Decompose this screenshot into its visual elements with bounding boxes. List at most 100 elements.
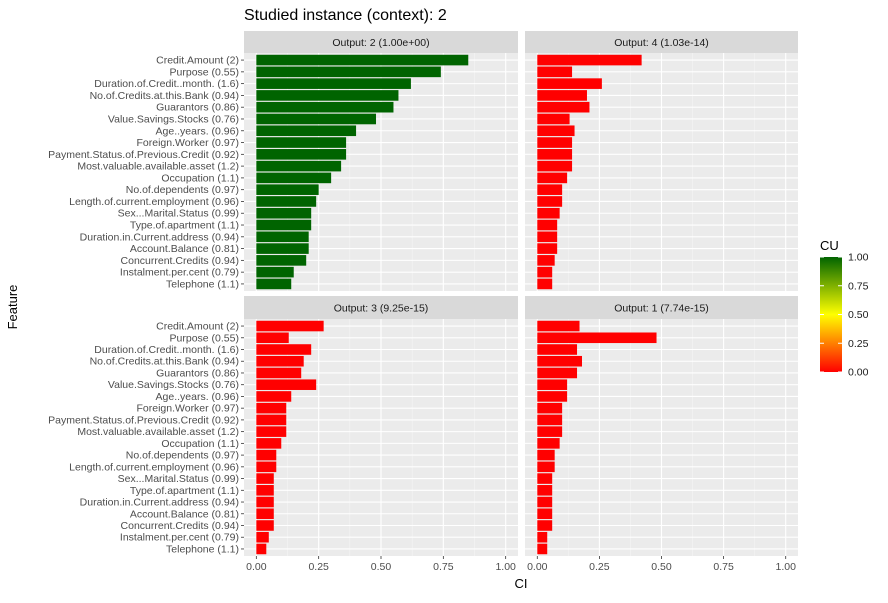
bar	[256, 243, 309, 254]
bar	[537, 391, 568, 402]
bar	[256, 391, 292, 402]
y-tick-label: Duration.of.Credit..month. (1.6)	[94, 344, 239, 356]
y-tick-label: Occupation (1.1)	[161, 438, 239, 450]
bar	[537, 402, 563, 414]
x-tick-label: 0.50	[371, 561, 392, 573]
bar	[256, 426, 287, 437]
panel-strip-label: Output: 3 (9.25e-15)	[334, 303, 429, 315]
y-tick-label: No.of.dependents (0.97)	[126, 450, 239, 462]
bar	[256, 219, 312, 231]
y-tick-label: Foreign.Worker (0.97)	[136, 403, 239, 415]
bar	[537, 137, 573, 148]
bar	[256, 344, 312, 355]
bar	[256, 196, 317, 207]
bar	[537, 531, 548, 543]
y-tick-label: Concurrent.Credits (0.94)	[121, 520, 239, 532]
bar	[256, 137, 347, 148]
panel-strip	[525, 296, 798, 319]
bar	[537, 379, 568, 390]
bar	[537, 266, 553, 278]
bar	[537, 520, 553, 531]
bar	[256, 543, 267, 555]
bar	[256, 184, 319, 195]
bar	[537, 508, 553, 520]
bar	[537, 426, 563, 437]
y-tick-label: Telephone (1.1)	[166, 278, 239, 290]
bar	[537, 255, 555, 266]
y-tick-label: Purpose (0.55)	[170, 332, 239, 344]
bar	[537, 332, 657, 344]
y-tick-label: Instalment.per.cent (0.79)	[120, 532, 239, 544]
x-tick-label: 0.75	[433, 561, 454, 573]
y-tick-label: Duration.of.Credit..month. (1.6)	[94, 78, 239, 90]
y-tick-label: Credit.Amount (2)	[156, 55, 239, 67]
y-tick-label: Age..years. (0.96)	[156, 125, 239, 137]
y-tick-label: Payment.Status.of.Previous.Credit (0.92)	[48, 149, 239, 161]
bar	[537, 54, 642, 66]
panel-strip-label: Output: 2 (1.00e+00)	[332, 37, 429, 49]
panel-4: Output: 1 (7.74e-15) 0.00 0.25 0.50 0.75 1.00	[525, 296, 798, 573]
bar	[256, 531, 269, 543]
y-tick-label: Sex...Marital.Status (0.99)	[118, 473, 239, 485]
bar	[256, 101, 394, 113]
bar	[537, 172, 568, 184]
bar	[256, 367, 302, 379]
bar	[256, 438, 282, 449]
bar	[256, 231, 309, 243]
legend-tick-label: 0.25	[848, 338, 869, 350]
bar	[537, 414, 563, 426]
bar	[537, 90, 587, 101]
panel-strip	[244, 31, 518, 53]
y-axis-label: Feature	[5, 285, 20, 330]
bar	[256, 78, 411, 89]
x-tick-label: 0.50	[651, 561, 672, 573]
bar	[256, 90, 399, 101]
legend-tick-label: 0.50	[848, 309, 869, 321]
panel-strip-label: Output: 4 (1.03e-14)	[614, 37, 709, 49]
y-tick-label: Payment.Status.of.Previous.Credit (0.92)	[48, 414, 239, 426]
bar	[537, 278, 553, 290]
bar	[537, 66, 573, 78]
bar	[256, 508, 274, 520]
bar	[537, 496, 553, 508]
bar	[256, 332, 289, 344]
bar	[256, 520, 274, 531]
y-tick-label: Type.of.apartment (1.1)	[130, 220, 239, 232]
bar	[256, 473, 274, 484]
y-tick-label: Sex...Marital.Status (0.99)	[118, 208, 239, 220]
bar	[537, 231, 558, 243]
bar	[537, 461, 555, 473]
bar	[537, 196, 563, 207]
y-tick-label: Concurrent.Credits (0.94)	[121, 255, 239, 267]
y-tick-label: No.of.dependents (0.97)	[126, 184, 239, 196]
bar	[256, 485, 274, 496]
y-tick-label: No.of.Credits.at.this.Bank (0.94)	[90, 356, 239, 368]
bar	[537, 149, 573, 160]
bar	[256, 149, 347, 160]
bar	[256, 207, 312, 219]
bar	[256, 66, 441, 78]
legend-tick-label: 0.75	[848, 280, 869, 292]
bar	[256, 172, 332, 184]
bar	[537, 543, 548, 555]
bar	[256, 379, 317, 390]
bar	[256, 278, 292, 290]
x-axis-label: CI	[515, 576, 528, 591]
legend-colorbar	[820, 257, 842, 372]
bar	[256, 266, 294, 278]
y-tick-label: Duration.in.Current.address (0.94)	[80, 497, 239, 509]
y-tick-label: Telephone (1.1)	[166, 543, 239, 555]
y-tick-label: Most.valuable.available.asset (1.2)	[77, 426, 239, 438]
bar	[256, 113, 377, 125]
legend-tick-label: 1.00	[848, 252, 869, 264]
bar	[537, 367, 578, 379]
bar	[537, 160, 573, 172]
bar	[537, 438, 560, 449]
x-tick-label: 0.75	[713, 561, 734, 573]
y-tick-label: Instalment.per.cent (0.79)	[120, 267, 239, 279]
panel-strip-label: Output: 1 (7.74e-15)	[614, 303, 709, 315]
y-tick-label: Guarantors (0.86)	[156, 367, 239, 379]
y-tick-label: Value.Savings.Stocks (0.76)	[108, 379, 239, 391]
x-tick-label: 0.25	[308, 561, 329, 573]
panel-2: Output: 4 (1.03e-14)	[525, 31, 798, 291]
